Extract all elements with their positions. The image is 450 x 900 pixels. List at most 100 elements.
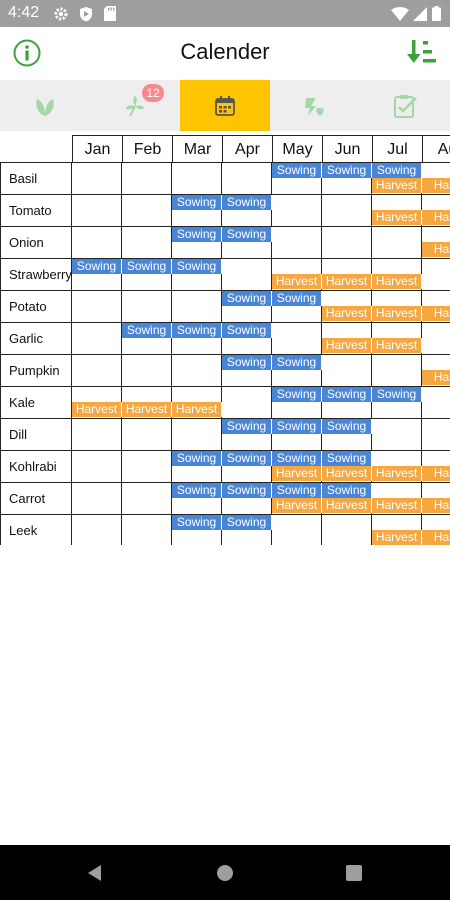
plant-name[interactable]: Leek	[0, 515, 72, 545]
sowing-bar: Sowing	[172, 227, 222, 242]
sowing-bar: Sowing	[222, 419, 272, 434]
calendar-cell	[222, 291, 272, 323]
calendar-cell	[172, 419, 222, 451]
calendar-cell	[422, 227, 450, 259]
harvest-bar: Harvest	[322, 498, 372, 513]
calendar-cell	[272, 227, 322, 259]
plant-name[interactable]: Pumpkin	[0, 355, 72, 387]
harvest-bar: Harv	[422, 242, 450, 257]
calendar-cell	[422, 387, 450, 419]
month-header: Jun	[322, 135, 372, 163]
sowing-bar: Sowing	[322, 163, 372, 178]
calendar-cell	[222, 195, 272, 227]
calendar-cell	[422, 163, 450, 195]
calendar-cell	[172, 291, 222, 323]
tab-plants[interactable]	[0, 80, 90, 131]
weather-icon	[305, 97, 324, 116]
header-corner	[0, 135, 72, 163]
harvest-bar: Harvest	[272, 498, 322, 513]
tab-seedlings[interactable]	[90, 80, 180, 131]
harvest-bar: Harv	[422, 210, 450, 225]
planting-calendar: JanFebMarAprMayJunJulAuBasilSowingSowing…	[0, 135, 450, 545]
info-icon	[13, 39, 41, 67]
plant-name[interactable]: Potato	[0, 291, 72, 323]
harvest-bar: Harvest	[322, 466, 372, 481]
status-time: 4:42	[8, 4, 40, 21]
tab-tasks[interactable]	[360, 80, 450, 131]
calendar-cell	[72, 195, 122, 227]
plant-name[interactable]: Basil	[0, 163, 72, 195]
calendar-cell	[72, 259, 122, 291]
calendar-cell	[172, 227, 222, 259]
calendar-cell	[222, 355, 272, 387]
sprout-icon	[126, 95, 144, 116]
calendar-cell	[72, 451, 122, 483]
plant-name[interactable]: Kohlrabi	[0, 451, 72, 483]
home-icon[interactable]	[216, 864, 234, 882]
plant-name[interactable]: Garlic	[0, 323, 72, 355]
plant-name[interactable]: Onion	[0, 227, 72, 259]
calendar-cell	[422, 483, 450, 515]
plant-name[interactable]: Dill	[0, 419, 72, 451]
calendar-cell	[222, 227, 272, 259]
month-header: Au	[422, 135, 450, 163]
calendar-cell	[122, 163, 172, 195]
page-title: Calender	[180, 39, 270, 64]
calendar-cell	[422, 451, 450, 483]
sowing-bar: Sowing	[172, 323, 222, 338]
calendar-cell	[72, 515, 122, 545]
calendar-cell	[272, 419, 322, 451]
sowing-bar: Sowing	[172, 259, 222, 274]
calendar-cell	[122, 515, 172, 545]
calendar-cell	[72, 163, 122, 195]
harvest-bar: Harvest	[122, 402, 172, 417]
calendar-cell	[172, 195, 222, 227]
calendar-cell	[322, 355, 372, 387]
harvest-bar: Harvest	[372, 306, 422, 321]
sowing-bar: Sowing	[272, 291, 322, 306]
harvest-bar: Harvest	[372, 178, 422, 193]
harvest-bar: Harv	[422, 498, 450, 513]
plant-name[interactable]: Tomato	[0, 195, 72, 227]
calendar-cell	[422, 195, 450, 227]
plant-name[interactable]: Strawberry	[0, 259, 72, 291]
sowing-bar: Sowing	[322, 387, 372, 402]
calendar-cell	[422, 355, 450, 387]
sowing-bar: Sowing	[272, 483, 322, 498]
harvest-bar: Harvest	[172, 402, 222, 417]
harvest-bar: Harvest	[272, 274, 322, 289]
tab-calendar[interactable]	[180, 80, 270, 131]
calendar-cell	[122, 419, 172, 451]
calendar-cell	[172, 163, 222, 195]
harvest-bar: Harv	[422, 370, 450, 385]
back-icon[interactable]	[86, 864, 104, 882]
sowing-bar: Sowing	[172, 515, 222, 530]
sd-card-icon	[103, 0, 117, 27]
plant-name[interactable]: Kale	[0, 387, 72, 419]
info-button[interactable]	[13, 39, 41, 67]
app-bar: Calender	[0, 27, 450, 80]
sowing-bar: Sowing	[222, 355, 272, 370]
calendar-cell	[322, 163, 372, 195]
sowing-bar: Sowing	[172, 483, 222, 498]
sowing-bar: Sowing	[322, 451, 372, 466]
sowing-bar: Sowing	[372, 163, 422, 178]
calendar-cell	[172, 323, 222, 355]
plant-name[interactable]: Carrot	[0, 483, 72, 515]
calendar-cell	[372, 227, 422, 259]
sowing-bar: Sowing	[72, 259, 122, 274]
month-header: Mar	[172, 135, 222, 163]
sowing-bar: Sowing	[222, 291, 272, 306]
sowing-bar: Sowing	[222, 483, 272, 498]
calendar-cell	[422, 323, 450, 355]
tab-weather[interactable]	[270, 80, 360, 131]
calendar-cell	[372, 355, 422, 387]
calendar-cell	[422, 419, 450, 451]
calendar-cell	[272, 323, 322, 355]
recents-icon[interactable]	[345, 864, 363, 882]
calendar-cell	[322, 227, 372, 259]
sort-button[interactable]	[407, 39, 437, 67]
calendar-cell	[122, 483, 172, 515]
sort-icon	[407, 40, 436, 63]
calendar-cell	[372, 387, 422, 419]
